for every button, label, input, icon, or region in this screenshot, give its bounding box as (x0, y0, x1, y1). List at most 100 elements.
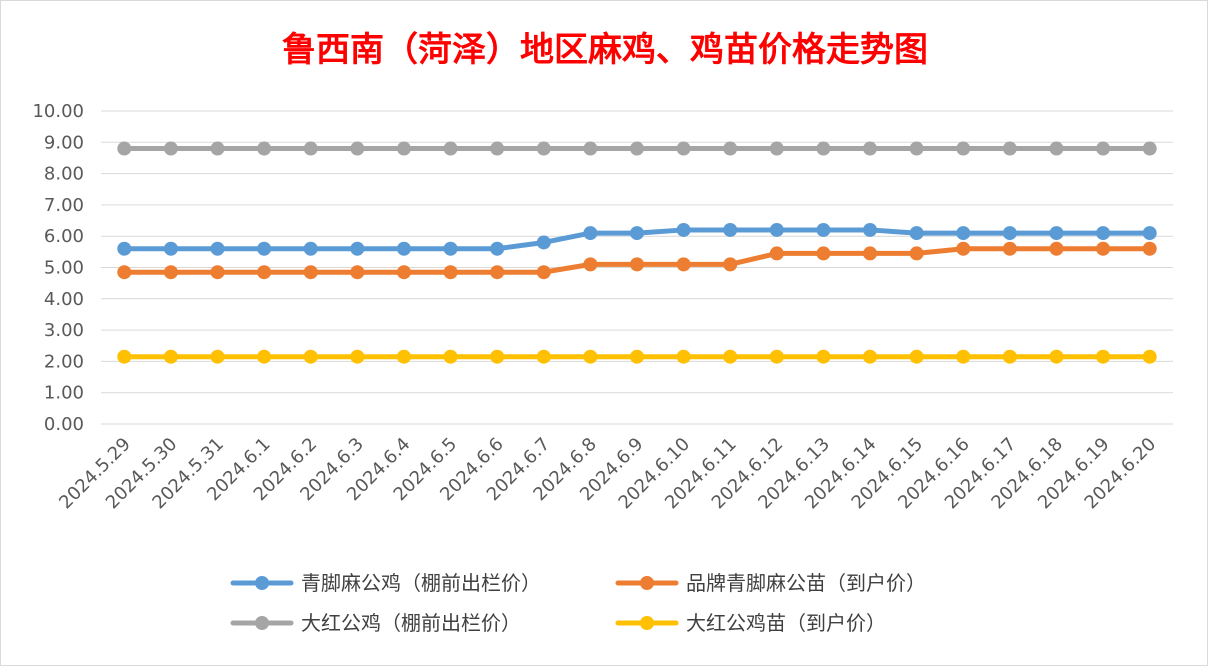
y-tick-label: 10.00 (32, 101, 84, 122)
data-point (443, 241, 458, 256)
data-point (909, 246, 924, 261)
data-point (1142, 226, 1157, 241)
data-point (676, 222, 691, 237)
data-point (257, 141, 272, 156)
data-point (583, 141, 598, 156)
data-point (816, 222, 831, 237)
data-point (350, 265, 365, 280)
data-point (723, 141, 738, 156)
data-point (956, 141, 971, 156)
data-point (536, 349, 551, 364)
data-point (769, 349, 784, 364)
y-tick-label: 5.00 (44, 258, 84, 279)
data-point (1002, 349, 1017, 364)
data-point (1142, 241, 1157, 256)
legend-item: 大红公鸡（棚前出栏价） (230, 611, 521, 635)
data-point (303, 349, 318, 364)
data-point (117, 349, 132, 364)
data-point (303, 141, 318, 156)
data-point (1002, 241, 1017, 256)
data-point (676, 349, 691, 364)
y-tick-label: 6.00 (44, 226, 84, 247)
data-point (163, 349, 178, 364)
data-point (210, 141, 225, 156)
series-2 (117, 241, 1157, 280)
data-point (350, 349, 365, 364)
y-tick-label: 2.00 (44, 351, 84, 372)
y-tick-label: 1.00 (44, 383, 84, 404)
data-point (536, 141, 551, 156)
legend-item: 大红公鸡苗（到户价） (615, 611, 886, 635)
data-point (536, 235, 551, 250)
data-point (769, 222, 784, 237)
data-point (117, 265, 132, 280)
data-point (443, 265, 458, 280)
y-tick-label: 9.00 (44, 132, 84, 153)
x-axis-ticks: 2024.5.292024.5.302024.5.312024.6.12024.… (55, 434, 1160, 514)
data-point (396, 141, 411, 156)
data-point (1002, 141, 1017, 156)
legend-swatch-marker (640, 616, 654, 630)
data-point (163, 141, 178, 156)
data-point (676, 141, 691, 156)
data-point (863, 349, 878, 364)
data-point (396, 265, 411, 280)
data-point (1002, 226, 1017, 241)
data-point (1049, 349, 1064, 364)
y-tick-label: 7.00 (44, 195, 84, 216)
legend-item: 青脚麻公鸡（棚前出栏价） (230, 571, 541, 595)
data-point (676, 257, 691, 272)
data-point (816, 141, 831, 156)
data-point (630, 141, 644, 156)
data-point (630, 257, 644, 272)
data-point (350, 241, 365, 256)
data-point (303, 241, 318, 256)
data-point (490, 241, 505, 256)
data-point (396, 349, 411, 364)
data-point (1096, 141, 1111, 156)
data-point (1096, 226, 1111, 241)
data-point (956, 241, 971, 256)
legend-item: 品牌青脚麻公苗（到户价） (615, 571, 926, 595)
data-point (117, 241, 132, 256)
series-group (117, 141, 1157, 364)
data-point (163, 265, 178, 280)
data-point (956, 349, 971, 364)
data-point (863, 246, 878, 261)
series-4 (117, 349, 1157, 364)
data-point (1096, 241, 1111, 256)
data-point (490, 141, 505, 156)
data-point (210, 241, 225, 256)
data-point (1142, 349, 1157, 364)
legend-label: 品牌青脚麻公苗（到户价） (686, 571, 926, 595)
legend-label: 大红公鸡苗（到户价） (686, 611, 886, 635)
data-point (490, 349, 505, 364)
legend-swatch-marker (255, 576, 269, 590)
data-point (863, 141, 878, 156)
data-point (583, 349, 598, 364)
data-point (1096, 349, 1111, 364)
y-tick-label: 0.00 (44, 414, 84, 435)
data-point (909, 226, 924, 241)
data-point (769, 141, 784, 156)
series-3 (117, 141, 1157, 156)
data-point (909, 349, 924, 364)
data-point (350, 141, 365, 156)
series-1 (117, 222, 1157, 256)
data-point (723, 257, 738, 272)
data-point (816, 349, 831, 364)
data-point (303, 265, 318, 280)
data-point (210, 349, 225, 364)
data-point (257, 241, 272, 256)
data-point (816, 246, 831, 261)
data-point (536, 265, 551, 280)
data-point (443, 141, 458, 156)
y-tick-label: 8.00 (44, 164, 84, 185)
data-point (1142, 141, 1157, 156)
data-point (396, 241, 411, 256)
data-point (909, 141, 924, 156)
data-point (769, 246, 784, 261)
data-point (630, 226, 644, 241)
